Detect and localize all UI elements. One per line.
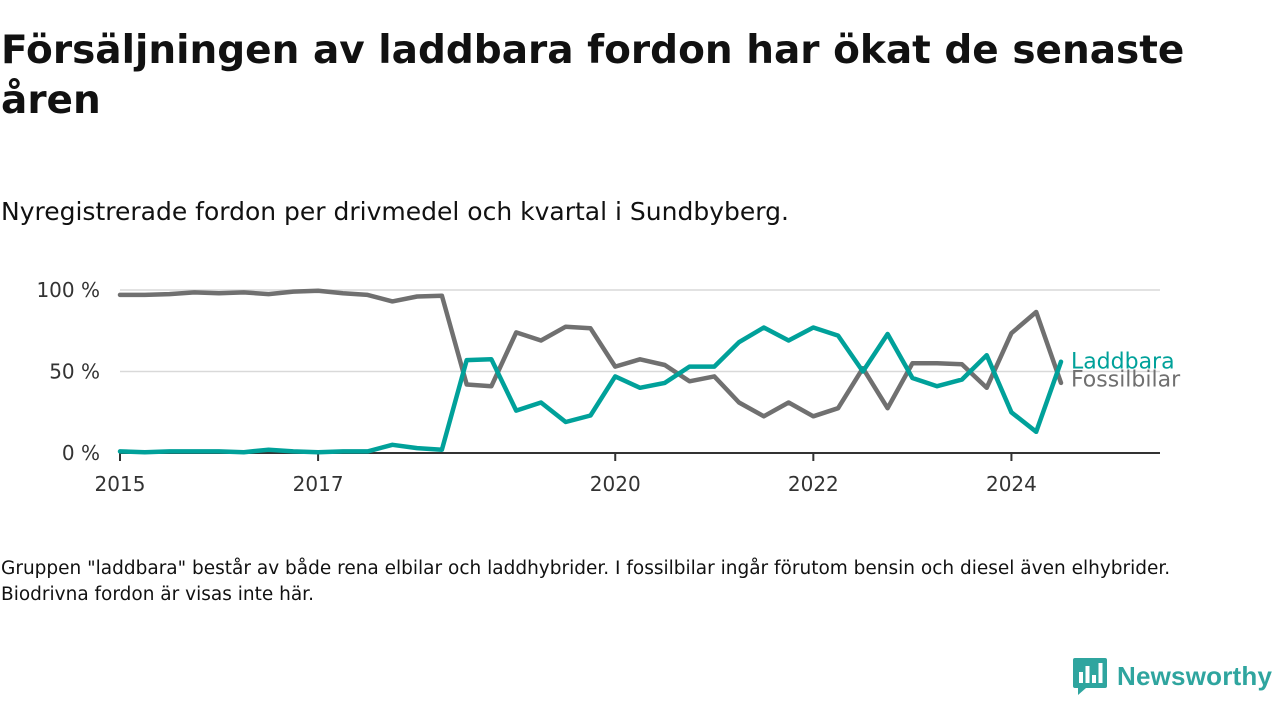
series-lines (117, 288, 1064, 455)
x-tick-label: 2015 (95, 472, 146, 496)
line-chart: 0 % 50 % 100 % 2015 2017 2020 2022 2024 Laddbar… (36, 278, 1181, 496)
y-tick-label: 50 % (49, 360, 100, 384)
series-line-fossilbilar (117, 288, 1064, 419)
axes: 0 % 50 % 100 % 2015 2017 2020 2022 2024 (36, 278, 1160, 496)
chart-subtitle: Nyregistrerade fordon per drivmedel och … (1, 197, 789, 226)
series-label-laddbara: Laddbara (1071, 350, 1175, 375)
x-tick-label: 2020 (590, 472, 641, 496)
footnote: Gruppen "laddbara" består av både rena e… (1, 558, 1171, 605)
y-tick-label: 100 % (36, 278, 100, 302)
x-tick-label: 2017 (293, 472, 344, 496)
brand-name: Newsworthy (1117, 660, 1273, 691)
series-label-fossilbilar: Fossilbilar (1071, 368, 1181, 393)
newsworthy-logo[interactable]: Newsworthy (1072, 654, 1280, 698)
x-tick-label: 2022 (788, 472, 839, 496)
y-tick-label: 0 % (62, 441, 100, 465)
series-line-laddbara (117, 325, 1064, 455)
x-tick-label: 2024 (986, 472, 1037, 496)
newsworthy-logo-icon (1073, 658, 1107, 695)
chart-title: Försäljningen av laddbara fordon har öka… (1, 28, 1185, 123)
